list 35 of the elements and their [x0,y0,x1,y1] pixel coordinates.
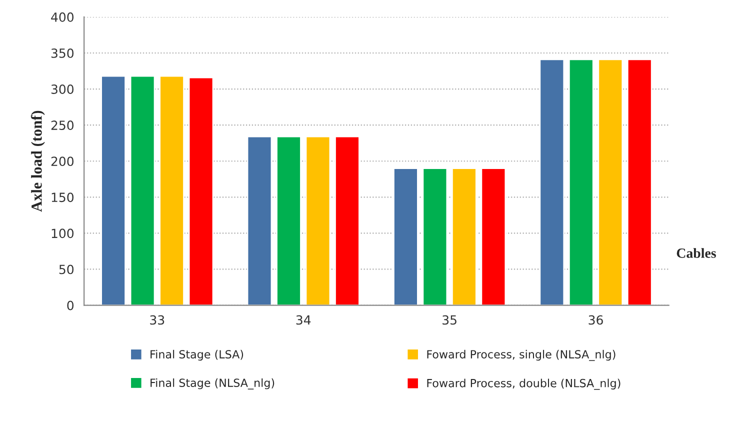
x-tick-label: 35 [442,315,456,325]
y-tick-label: 250 [51,120,74,130]
y-tick-label: 150 [52,192,74,202]
x-tick-label: 34 [296,315,311,325]
bar [568,58,594,306]
bar [188,76,214,306]
bar [422,168,448,306]
bar [626,58,652,306]
legend-label: Foward Process, double (NLSA_nlg) [427,378,620,390]
bar [159,75,184,306]
x-tick-label: 36 [588,315,603,325]
y-tick-label: 350 [51,48,74,58]
bar [246,136,272,306]
y-tick-label: 200 [51,156,74,166]
bar [130,75,156,306]
y-tick-label: 100 [52,228,74,238]
x-tick-label: 33 [150,315,164,325]
bar [334,136,360,306]
legend-label: Foward Process, single (NLSA_nlg) [427,350,616,361]
y-axis-title: Axle load (tonf) [30,110,45,212]
bar [276,136,302,306]
y-tick-label: 300 [51,84,74,94]
bar [539,58,565,306]
text: Cables [676,248,716,258]
bar [480,168,506,306]
y-tick-label: 50 [59,264,74,274]
y-tick-label: 400 [51,12,74,22]
bar [452,168,477,306]
y-tick-label: 0 [67,300,74,310]
bar [393,168,418,306]
bar [598,58,624,306]
bar [305,136,331,306]
legend-label: Final Stage (NLSA_nlg) [150,378,274,390]
bar [100,75,126,306]
legend-label: Final Stage (LSA) [150,350,244,361]
